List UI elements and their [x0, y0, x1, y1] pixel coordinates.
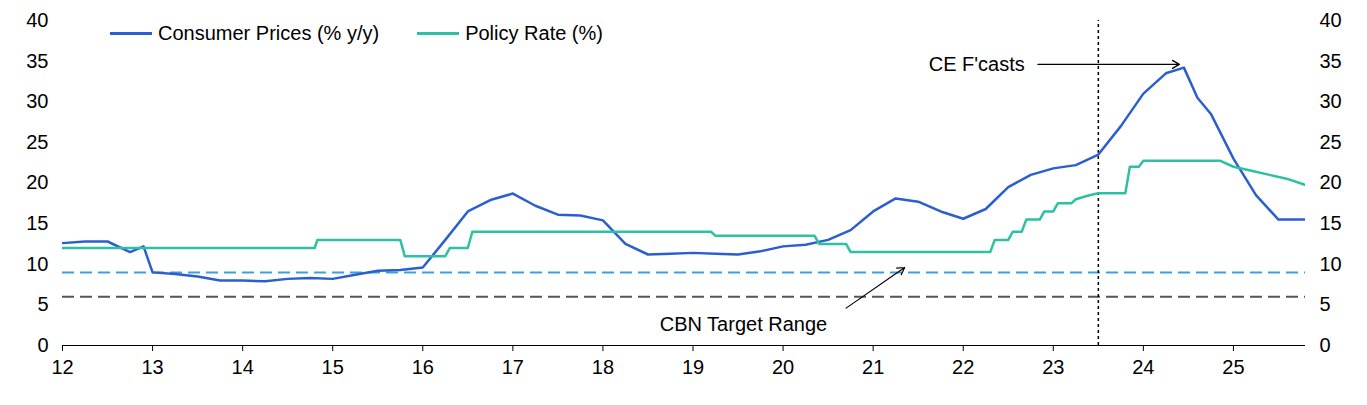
svg-text:23: 23: [1042, 356, 1064, 378]
svg-text:15: 15: [1320, 212, 1342, 234]
svg-text:30: 30: [26, 90, 48, 112]
svg-text:22: 22: [952, 356, 974, 378]
svg-text:40: 40: [1320, 9, 1342, 31]
svg-text:35: 35: [26, 50, 48, 72]
svg-text:10: 10: [26, 253, 48, 275]
svg-text:21: 21: [862, 356, 884, 378]
svg-text:15: 15: [26, 212, 48, 234]
html-text:Policy Rate (%): Policy Rate (%): [465, 22, 603, 44]
svg-text:20: 20: [1320, 171, 1342, 193]
svg-text:17: 17: [502, 356, 524, 378]
svg-text:CBN Target Range: CBN Target Range: [660, 313, 828, 335]
svg-text:25: 25: [1222, 356, 1244, 378]
svg-text:5: 5: [1320, 293, 1331, 315]
svg-text:12: 12: [51, 356, 73, 378]
svg-text:0: 0: [1320, 334, 1331, 356]
svg-text:15: 15: [322, 356, 344, 378]
svg-text:25: 25: [1320, 131, 1342, 153]
svg-text:30: 30: [1320, 90, 1342, 112]
svg-text:0: 0: [37, 334, 48, 356]
svg-text:24: 24: [1132, 356, 1154, 378]
svg-text:35: 35: [1320, 50, 1342, 72]
svg-text:5: 5: [37, 293, 48, 315]
svg-text:13: 13: [141, 356, 163, 378]
svg-text:20: 20: [26, 171, 48, 193]
svg-text:10: 10: [1320, 253, 1342, 275]
svg-text:20: 20: [772, 356, 794, 378]
svg-text:CE F'casts: CE F'casts: [929, 53, 1025, 75]
svg-text:14: 14: [232, 356, 254, 378]
svg-text:18: 18: [592, 356, 614, 378]
svg-text:25: 25: [26, 131, 48, 153]
svg-text:19: 19: [682, 356, 704, 378]
svg-text:40: 40: [26, 9, 48, 31]
html-text:Consumer Prices (% y/y): Consumer Prices (% y/y): [158, 22, 380, 44]
svg-text:16: 16: [412, 356, 434, 378]
